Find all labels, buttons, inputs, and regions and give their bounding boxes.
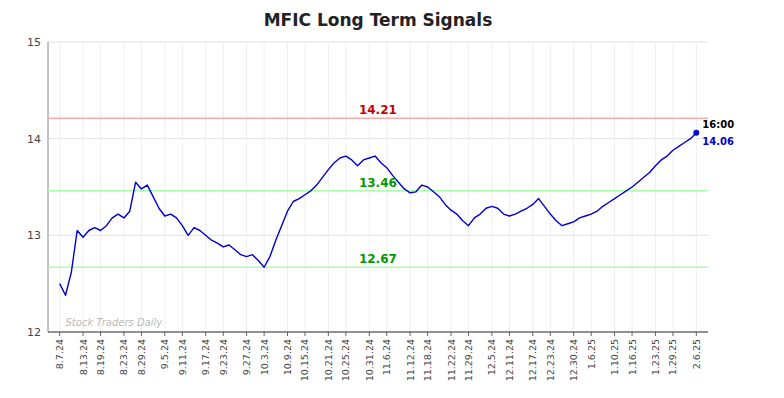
grid-line [182, 42, 183, 332]
grid-line [48, 138, 708, 139]
y-tick-label: 12 [27, 326, 41, 339]
grid-line [696, 42, 697, 332]
x-tick-label: 9.11.24 [177, 339, 188, 375]
grid-line [83, 42, 84, 332]
x-tick-label: 10.31.24 [364, 339, 375, 381]
x-tick-label: 12.5.24 [486, 339, 497, 375]
grid-line [141, 42, 142, 332]
grid-line [48, 235, 708, 236]
x-tick-label: 10.9.24 [282, 339, 293, 375]
grid-line [48, 332, 708, 333]
reference-label: 12.67 [359, 252, 397, 266]
x-tick-label: 11.6.24 [381, 339, 392, 375]
x-tick-label: 1.10.25 [609, 339, 620, 375]
x-tick-label: 12.23.24 [545, 339, 556, 381]
x-tick-label: 8.29.24 [136, 339, 147, 375]
x-tick-label: 10.25.24 [340, 339, 351, 381]
x-tick-label: 11.18.24 [422, 339, 433, 381]
reference-label: 13.46 [359, 176, 397, 190]
x-tick-label: 9.23.24 [218, 339, 229, 375]
grid-line [655, 42, 656, 332]
grid-line [573, 42, 574, 332]
grid-line [223, 42, 224, 332]
reference-line [48, 266, 708, 268]
x-tick-label: 1.6.25 [586, 339, 597, 369]
grid-line [123, 42, 124, 332]
grid-line [614, 42, 615, 332]
grid-line [246, 42, 247, 332]
x-tick-label: 8.19.24 [95, 339, 106, 375]
x-tick-label: 9.27.24 [241, 339, 252, 375]
x-tick-label: 12.11.24 [504, 339, 515, 381]
x-tick-label: 12.30.24 [568, 339, 579, 381]
grid-line [410, 42, 411, 332]
x-tick-label: 9.17.24 [200, 339, 211, 375]
x-tick-label: 12.17.24 [527, 339, 538, 381]
grid-line [532, 42, 533, 332]
end-time: 16:00 [702, 119, 734, 130]
x-tick-label: 1.29.25 [667, 339, 678, 375]
x-tick-label: 10.15.24 [299, 339, 310, 381]
x-tick-label: 2.6.25 [691, 339, 702, 369]
reference-line [48, 190, 708, 192]
x-axis [48, 331, 708, 332]
y-tick-label: 14 [27, 133, 41, 146]
x-tick-label: 8.23.24 [118, 339, 129, 375]
watermark: Stock Traders Daily [66, 317, 164, 328]
grid-line [491, 42, 492, 332]
y-axis [48, 42, 49, 332]
grid-line [100, 42, 101, 332]
price-line [60, 133, 697, 295]
y-tick-label: 13 [27, 229, 41, 242]
x-tick-label: 10.21.24 [323, 339, 334, 381]
grid-line [550, 42, 551, 332]
x-tick-label: 11.22.24 [446, 339, 457, 381]
plot-area [48, 118, 708, 295]
grid-line [164, 42, 165, 332]
x-tick-label: 11.29.24 [463, 339, 474, 381]
grid-line [205, 42, 206, 332]
grid-line [264, 42, 265, 332]
end-value: 14.06 [702, 136, 734, 147]
grid-line [451, 42, 452, 332]
x-tick-label: 11.12.24 [405, 339, 416, 381]
y-tick-label: 15 [27, 36, 41, 49]
grid-line [59, 42, 60, 332]
grid-line [672, 42, 673, 332]
reference-line [48, 118, 708, 120]
x-tick-label: 1.23.25 [650, 339, 661, 375]
grid-line [468, 42, 469, 332]
grid-line [304, 42, 305, 332]
grid-line [591, 42, 592, 332]
chart: MFIC Long Term Signals 12 13 14 15 8.7.24 8.13… [0, 0, 784, 398]
grid-line [328, 42, 329, 332]
grid-line [345, 42, 346, 332]
grid-line [48, 42, 708, 43]
grid-line [287, 42, 288, 332]
x-tick-label: 9.5.24 [159, 339, 170, 369]
x-tick-label: 8.13.24 [78, 339, 89, 375]
x-tick-label: 1.16.25 [627, 339, 638, 375]
reference-label: 14.21 [359, 103, 397, 117]
grid-line [509, 42, 510, 332]
x-tick-label: 8.7.24 [54, 339, 65, 369]
title: MFIC Long Term Signals [264, 10, 493, 30]
last-point [693, 130, 699, 136]
x-tick-label: 10.3.24 [259, 339, 270, 375]
